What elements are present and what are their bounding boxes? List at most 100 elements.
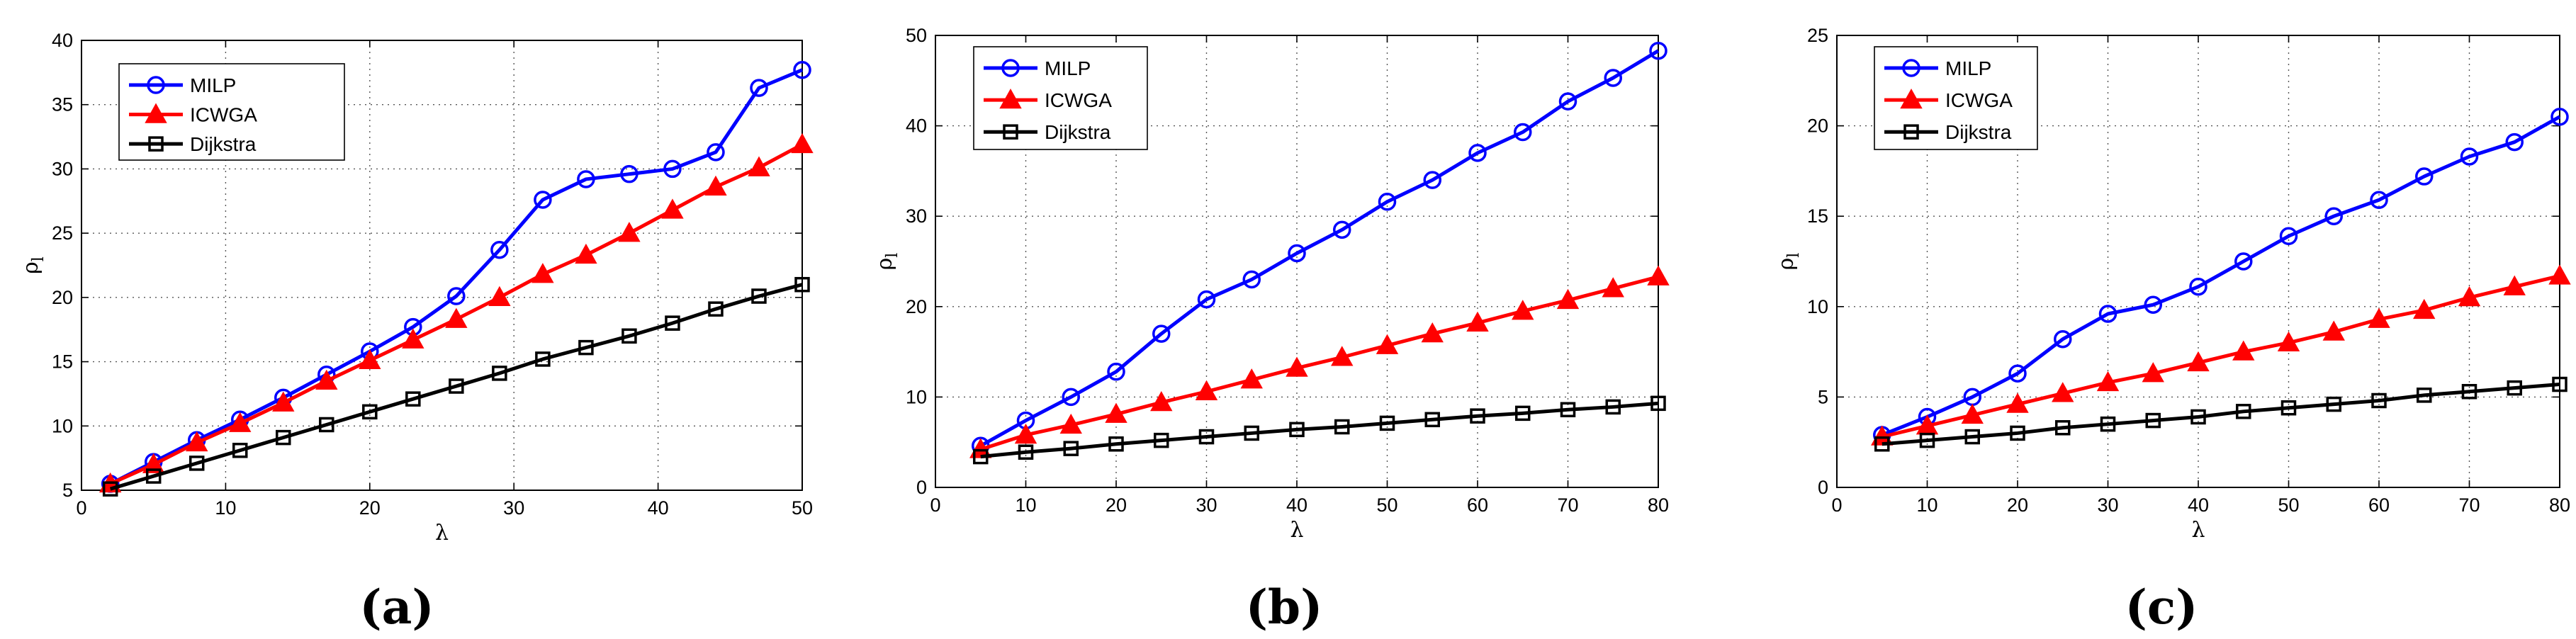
data-point-milp <box>2415 167 2434 186</box>
data-point-icwga <box>2458 285 2481 307</box>
data-point-dijkstra <box>1108 436 1124 452</box>
data-point-icwga <box>1150 390 1173 412</box>
data-point-dijkstra <box>2010 425 2025 441</box>
data-point-milp <box>2324 207 2343 225</box>
data-point-icwga <box>2187 351 2210 372</box>
data-point-icwga <box>2322 320 2345 341</box>
y-axis-label: ρl <box>18 256 47 274</box>
x-tick-label: 10 <box>215 497 236 519</box>
x-axis-label: λ <box>435 521 449 545</box>
legend-label-icwga: ICWGA <box>1045 89 1112 111</box>
data-point-milp <box>1378 193 1397 211</box>
x-tick-label: 20 <box>1106 494 1127 516</box>
data-point-icwga <box>1556 288 1580 310</box>
data-point-dijkstra <box>578 339 594 356</box>
x-tick-label: 10 <box>1916 494 1937 516</box>
data-point-dijkstra <box>449 378 464 394</box>
data-point-dijkstra <box>102 481 118 497</box>
data-point-milp <box>750 79 768 97</box>
data-point-icwga <box>315 369 338 390</box>
data-point-icwga <box>1059 413 1082 434</box>
data-point-milp <box>2505 132 2524 152</box>
data-point-dijkstra <box>2280 400 2297 416</box>
data-point-dijkstra <box>405 391 421 407</box>
data-point-dijkstra <box>189 456 205 471</box>
chart-panel-b: 0 10 20 30 40 50 60 70 80 0 10 20 30 40 50 λ ρl MILP ICWGA… <box>872 25 1670 543</box>
data-point-dijkstra <box>621 328 637 344</box>
data-point-icwga <box>1961 403 1984 424</box>
data-point-milp <box>2054 329 2072 349</box>
data-point-milp <box>663 159 682 179</box>
series-line-dijkstra <box>980 401 1659 459</box>
data-point-dijkstra <box>2055 420 2071 436</box>
series-line-icwga <box>1882 273 2560 439</box>
y-tick-label: 50 <box>906 25 927 46</box>
data-point-dijkstra <box>1018 444 1034 460</box>
data-point-icwga <box>2413 298 2436 320</box>
y-tick-label: 30 <box>52 158 73 179</box>
data-point-milp <box>2234 252 2253 271</box>
data-point-icwga <box>661 198 684 219</box>
data-point-dijkstra <box>1560 402 1576 418</box>
y-tick-label: 20 <box>1807 115 1828 137</box>
data-point-dijkstra <box>1424 412 1440 428</box>
data-point-icwga <box>2096 371 2120 392</box>
data-point-dijkstra <box>1964 429 1980 445</box>
x-tick-label: 40 <box>2188 494 2209 516</box>
data-point-icwga <box>2548 264 2571 285</box>
data-point-dijkstra <box>1244 425 1259 441</box>
data-point-dijkstra <box>319 417 334 433</box>
x-tick-label: 10 <box>1015 494 1036 516</box>
data-point-icwga <box>791 132 814 154</box>
data-point-dijkstra <box>1063 441 1079 456</box>
data-point-icwga <box>445 307 468 328</box>
data-point-icwga <box>2368 307 2390 328</box>
data-point-icwga <box>1331 346 1354 366</box>
x-tick-label: 0 <box>76 497 86 519</box>
x-tick-label: 40 <box>1286 494 1307 516</box>
data-point-icwga <box>2006 392 2029 413</box>
data-point-milp <box>2550 108 2569 126</box>
panel-label-c: (c) <box>2125 579 2198 635</box>
data-point-milp <box>447 287 466 305</box>
data-point-icwga <box>1512 300 1534 320</box>
data-point-dijkstra <box>1379 415 1395 431</box>
panel-label-b: (b) <box>1246 579 1323 635</box>
y-tick-label: 5 <box>62 480 73 501</box>
data-point-dijkstra <box>1515 405 1531 422</box>
legend-label-milp: MILP <box>1945 57 1991 79</box>
axes-frame <box>81 40 803 491</box>
data-point-milp <box>707 143 725 162</box>
x-tick-label: 80 <box>2549 494 2570 516</box>
data-point-dijkstra <box>665 315 680 331</box>
data-point-dijkstra <box>1154 432 1169 448</box>
y-tick-label: 35 <box>52 94 73 115</box>
legend-label-dijkstra: Dijkstra <box>1945 121 2012 143</box>
data-point-dijkstra <box>2190 409 2206 425</box>
series-line-milp <box>979 49 1660 448</box>
x-tick-label: 50 <box>792 497 813 519</box>
legend-marker-dijkstra <box>1903 124 1919 140</box>
series-line-milp <box>109 68 803 486</box>
data-point-icwga <box>1286 356 1308 377</box>
y-tick-label: 25 <box>1807 25 1828 46</box>
x-tick-label: 70 <box>1557 494 1578 516</box>
data-point-milp <box>1107 362 1125 381</box>
legend-marker-milp <box>147 76 165 94</box>
data-point-icwga <box>969 438 992 458</box>
data-point-milp <box>1514 123 1532 142</box>
data-point-dijkstra <box>145 468 162 484</box>
data-point-milp <box>2098 305 2117 323</box>
data-point-icwga <box>748 156 770 176</box>
x-tick-label: 60 <box>1467 494 1488 516</box>
data-point-dijkstra <box>2100 416 2116 432</box>
legend-label-icwga: ICWGA <box>1945 89 2013 111</box>
data-point-icwga <box>1647 265 1670 285</box>
legend-marker-dijkstra <box>1003 124 1018 140</box>
data-point-dijkstra <box>2371 392 2387 409</box>
data-point-dijkstra <box>2552 376 2567 392</box>
y-tick-label: 10 <box>906 386 927 407</box>
y-axis-label: ρl <box>872 253 901 271</box>
data-point-dijkstra <box>1334 419 1350 435</box>
x-tick-label: 20 <box>359 497 381 519</box>
